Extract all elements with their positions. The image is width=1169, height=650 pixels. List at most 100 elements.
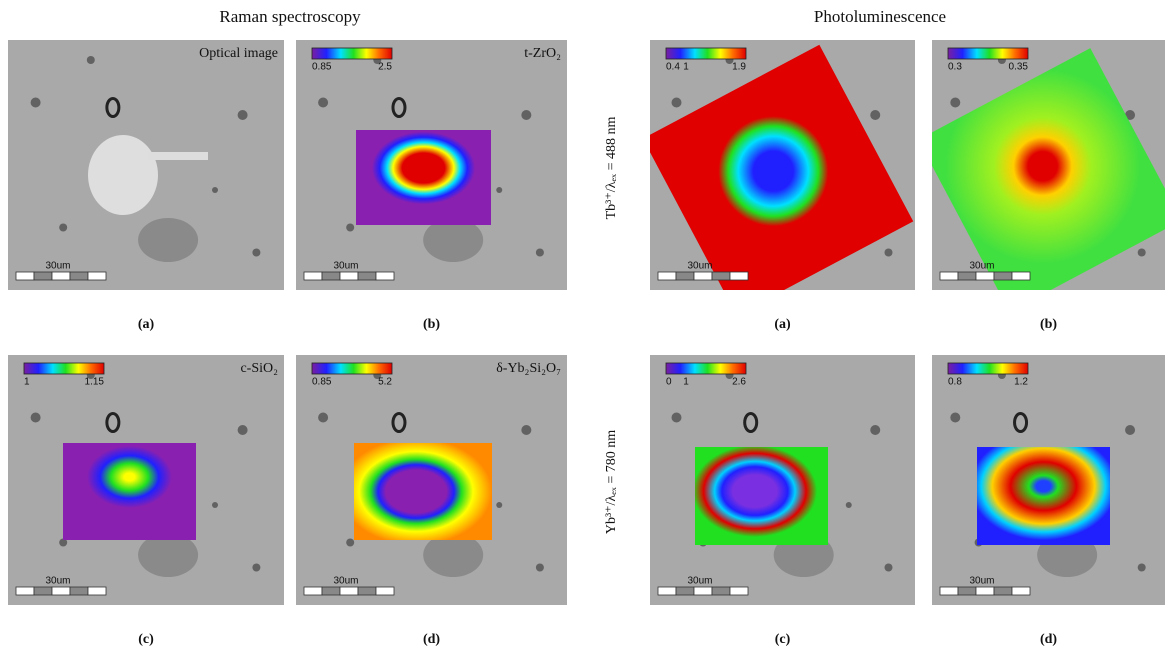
colorbar-label: 0.8 bbox=[948, 377, 962, 388]
scale-segment bbox=[975, 586, 995, 596]
row-label: Yb³⁺/λₑₓ = 780 nm bbox=[604, 430, 619, 534]
pore bbox=[30, 412, 41, 423]
pore bbox=[1137, 248, 1146, 257]
scale-segment bbox=[939, 586, 959, 596]
panel-image bbox=[932, 40, 1165, 290]
scale-segment bbox=[15, 586, 35, 596]
colorbar-label: 0.35 bbox=[1009, 62, 1029, 73]
grain bbox=[138, 533, 199, 577]
pore bbox=[884, 248, 893, 257]
scale-segment bbox=[993, 271, 1013, 281]
colorbar bbox=[665, 362, 747, 375]
grain bbox=[423, 533, 484, 577]
scale-segment bbox=[375, 586, 395, 596]
pore bbox=[870, 425, 881, 435]
scale-segment bbox=[939, 271, 959, 281]
panel-label: Optical image bbox=[199, 46, 278, 61]
section-title: Photoluminescence bbox=[814, 7, 946, 26]
panel-label: δ-Yb₂Si₂O₇ bbox=[496, 361, 561, 376]
scale-label: 30um bbox=[687, 261, 712, 272]
panel-image bbox=[650, 40, 915, 290]
scale-label: 30um bbox=[45, 261, 70, 272]
pore bbox=[1125, 110, 1136, 120]
pore-ring bbox=[105, 412, 121, 433]
pore-ring bbox=[1013, 412, 1029, 433]
pore bbox=[346, 538, 355, 547]
pore bbox=[252, 248, 261, 257]
scale-segment bbox=[957, 271, 977, 281]
pore bbox=[1137, 563, 1146, 572]
scale-segment bbox=[693, 586, 713, 596]
map-overlay bbox=[650, 44, 914, 290]
pore bbox=[884, 563, 893, 572]
colorbar bbox=[311, 47, 393, 60]
scale-segment bbox=[87, 271, 107, 281]
panel-image bbox=[296, 355, 567, 605]
scale-segment bbox=[339, 586, 359, 596]
colorbar-label: 1 bbox=[24, 377, 30, 388]
scale-segment bbox=[87, 586, 107, 596]
pore bbox=[671, 97, 682, 108]
pore bbox=[521, 425, 532, 435]
panel-image bbox=[650, 355, 915, 605]
colorbar-label: 1.2 bbox=[1014, 377, 1028, 388]
pore bbox=[30, 97, 41, 108]
colorbar bbox=[23, 362, 105, 375]
panel-image bbox=[296, 40, 567, 290]
panel-label: t-ZrO₂ bbox=[524, 46, 561, 61]
pore bbox=[496, 187, 503, 193]
caption: (b) bbox=[1040, 317, 1057, 332]
caption: (d) bbox=[1040, 632, 1057, 647]
colorbar-label: 1.9 bbox=[732, 62, 746, 73]
scale-segment bbox=[657, 586, 677, 596]
pore-ring bbox=[391, 412, 407, 433]
scale-segment bbox=[33, 271, 53, 281]
colorbar-label: 5.2 bbox=[378, 377, 392, 388]
pore-ring bbox=[743, 412, 759, 433]
colorbar bbox=[311, 362, 393, 375]
colorbar-label: 0.85 bbox=[312, 377, 332, 388]
colorbar bbox=[665, 47, 747, 60]
caption: (c) bbox=[775, 632, 791, 647]
panel-label: c-SiO₂ bbox=[240, 361, 278, 376]
pore bbox=[496, 502, 503, 508]
pore bbox=[950, 97, 961, 108]
panel-image bbox=[932, 355, 1165, 605]
colorbar-label: 1.15 bbox=[85, 377, 105, 388]
pore-ring bbox=[391, 97, 407, 118]
scale-segment bbox=[993, 586, 1013, 596]
scale-segment bbox=[711, 271, 731, 281]
pore-ring bbox=[105, 97, 121, 118]
colorbar-label: 1 bbox=[683, 377, 689, 388]
scale-segment bbox=[729, 271, 749, 281]
map-overlay bbox=[63, 443, 196, 540]
scale-segment bbox=[303, 271, 323, 281]
colorbar bbox=[947, 47, 1029, 60]
map-overlay bbox=[695, 447, 828, 545]
scale-segment bbox=[321, 586, 341, 596]
colorbar-label: 0 bbox=[666, 377, 672, 388]
map-overlay bbox=[354, 443, 492, 540]
colorbar-label: 2.5 bbox=[378, 62, 392, 73]
scale-segment bbox=[339, 271, 359, 281]
scale-segment bbox=[357, 586, 377, 596]
scale-segment bbox=[15, 271, 35, 281]
caption: (b) bbox=[423, 317, 440, 332]
map-overlay bbox=[932, 48, 1165, 290]
pore bbox=[535, 563, 544, 572]
indent bbox=[88, 135, 158, 215]
pore bbox=[671, 412, 682, 423]
scale-label: 30um bbox=[333, 576, 358, 587]
pore bbox=[212, 502, 218, 508]
colorbar-label: 0.3 bbox=[948, 62, 962, 73]
caption: (a) bbox=[138, 317, 155, 332]
colorbar-label: 0.85 bbox=[312, 62, 332, 73]
crack bbox=[148, 152, 208, 160]
pore bbox=[870, 110, 881, 120]
grain bbox=[423, 218, 484, 262]
panel-image bbox=[8, 355, 284, 605]
scale-segment bbox=[321, 271, 341, 281]
pore bbox=[86, 56, 95, 64]
map-overlay bbox=[977, 447, 1110, 545]
